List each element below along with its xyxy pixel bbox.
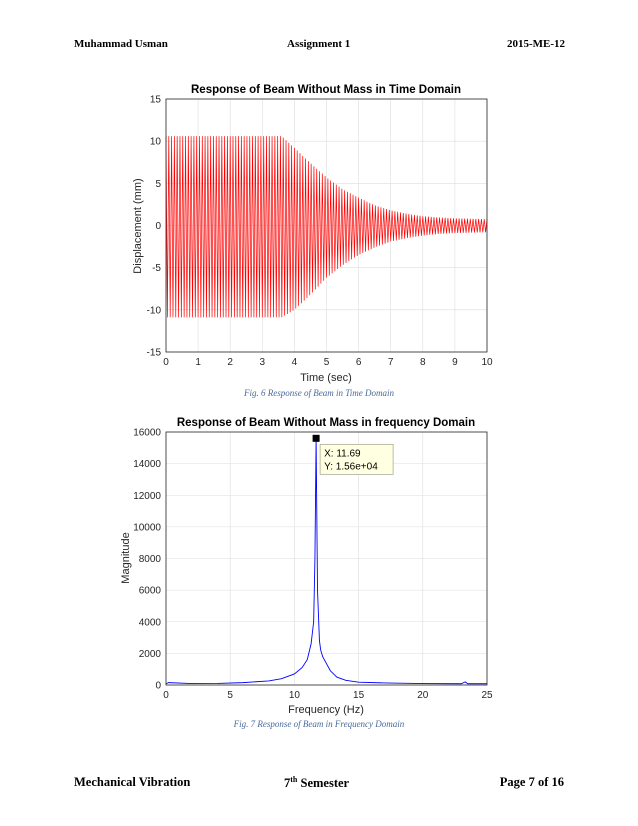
footer-semester: 7th Semester bbox=[284, 775, 349, 791]
chart1-xlabel: Time (sec) bbox=[300, 372, 352, 384]
chart2-xtick-label: 25 bbox=[481, 690, 493, 701]
datatip-y-label: Y: 1.56e+04 bbox=[324, 461, 378, 472]
chart1-ticks: 0 1 2 3 4 5 6 7 8 9 10 15 10 5 0 -5 -10 -15 bbox=[147, 95, 493, 369]
datatip[interactable]: X: 11.69 Y: 1.56e+04 bbox=[312, 434, 394, 475]
chart2-ytick-label: 0 bbox=[155, 681, 161, 692]
datatip-x-label: X: 11.69 bbox=[324, 448, 361, 459]
chart1-xtick-label: 8 bbox=[420, 357, 426, 368]
chart2-grid bbox=[165, 431, 488, 686]
footer-semester-number: 7 bbox=[284, 776, 291, 791]
chart2-xtick-label: 10 bbox=[289, 690, 301, 701]
datatip-marker[interactable] bbox=[312, 434, 320, 442]
chart2-title: Response of Beam Without Mass in frequen… bbox=[177, 417, 475, 429]
chart1-xtick-label: 3 bbox=[260, 357, 266, 368]
chart1-xtick-label: 5 bbox=[324, 357, 330, 368]
chart1-ytick-label: 10 bbox=[150, 137, 162, 148]
chart2-xtick-label: 5 bbox=[227, 690, 233, 701]
footer-page-number: Page 7 of 16 bbox=[499, 775, 564, 789]
header-assignment: Assignment 1 bbox=[287, 38, 351, 50]
chart2-ylabel: Magnitude bbox=[120, 532, 132, 583]
chart1-xtick-label: 9 bbox=[452, 357, 458, 368]
chart1-ytick-label: -10 bbox=[147, 305, 162, 316]
chart1-ytick-label: 0 bbox=[155, 221, 161, 232]
chart1-axes-box bbox=[165, 98, 488, 353]
chart2-ytick-label: 16000 bbox=[133, 428, 161, 439]
chart1-xtick-label: 7 bbox=[388, 357, 394, 368]
chart2-ytick-label: 6000 bbox=[139, 586, 162, 597]
chart2-xtick-label: 0 bbox=[163, 690, 169, 701]
chart2-ticks: 0 5 10 15 20 25 16000 14000 12000 10000 8000 6000 40… bbox=[133, 428, 493, 702]
figure-7-caption: Fig. 7 Response of Beam in Frequency Dom… bbox=[233, 719, 405, 729]
footer-course: Mechanical Vibration bbox=[74, 775, 191, 789]
chart2-ytick-label: 14000 bbox=[133, 459, 161, 470]
chart2-xtick-label: 20 bbox=[417, 690, 429, 701]
chart2-series bbox=[165, 438, 487, 685]
chart1-series-line bbox=[165, 136, 488, 318]
frequency-domain-chart: Response of Beam Without Mass in frequen… bbox=[120, 417, 493, 716]
chart2-xlabel: Frequency (Hz) bbox=[288, 704, 364, 716]
header-author: Muhammad Usman bbox=[74, 38, 168, 50]
chart1-xtick-label: 10 bbox=[481, 357, 493, 368]
footer-semester-suffix: th bbox=[290, 775, 298, 784]
chart1-xtick-label: 1 bbox=[195, 357, 201, 368]
chart1-ylabel: Displacement (mm) bbox=[132, 178, 144, 273]
chart2-ytick-label: 2000 bbox=[139, 649, 162, 660]
chart1-ytick-label: 15 bbox=[150, 95, 162, 106]
chart2-xtick-label: 15 bbox=[353, 690, 365, 701]
header-roll-number: 2015-ME-12 bbox=[506, 38, 565, 50]
chart1-xtick-label: 4 bbox=[292, 357, 298, 368]
footer-semester-label: Semester bbox=[297, 776, 350, 791]
chart2-ytick-label: 12000 bbox=[133, 491, 161, 502]
chart1-series bbox=[165, 136, 488, 318]
chart2-ytick-label: 10000 bbox=[133, 522, 161, 533]
figure-6-caption: Fig. 6 Response of Beam in Time Domain bbox=[244, 388, 394, 398]
chart1-xtick-label: 0 bbox=[163, 357, 169, 368]
chart1-xtick-label: 2 bbox=[227, 357, 233, 368]
chart2-ytick-label: 8000 bbox=[139, 554, 162, 565]
chart1-ytick-label: 5 bbox=[155, 179, 161, 190]
chart1-ytick-label: -15 bbox=[147, 348, 162, 359]
chart1-xtick-label: 6 bbox=[356, 357, 362, 368]
chart2-ytick-label: 4000 bbox=[139, 617, 162, 628]
chart2-series-line bbox=[165, 438, 487, 685]
chart1-title: Response of Beam Without Mass in Time Do… bbox=[191, 84, 461, 96]
chart1-ytick-label: -5 bbox=[152, 263, 161, 274]
chart2-axes-box bbox=[165, 431, 488, 686]
datatip-box bbox=[319, 443, 394, 475]
time-domain-chart: Response of Beam Without Mass in Time Do… bbox=[132, 84, 493, 384]
